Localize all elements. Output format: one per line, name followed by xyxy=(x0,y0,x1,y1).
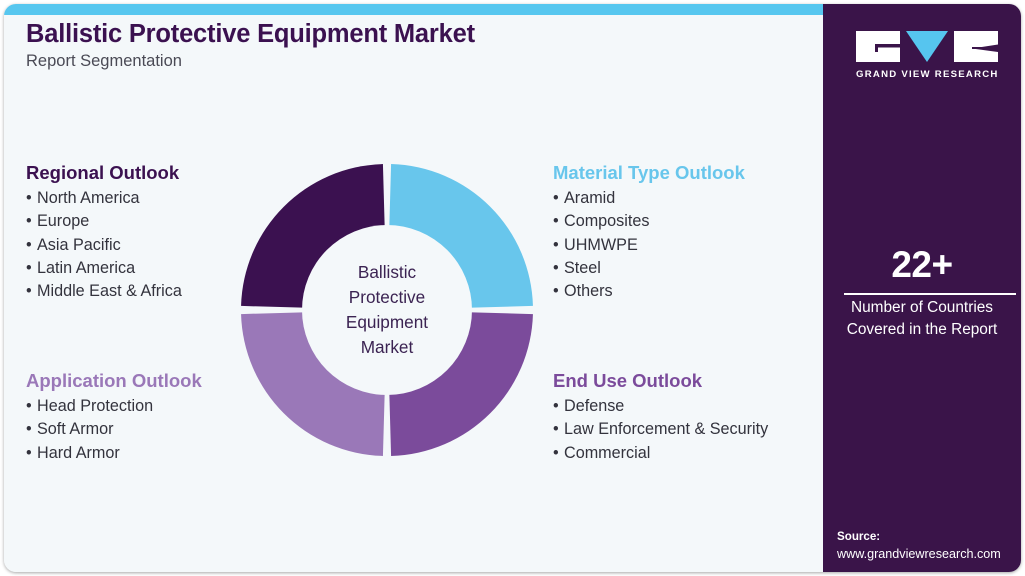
end-use-outlook-block: End Use Outlook Defense Law Enforcement … xyxy=(553,369,768,465)
gvr-logo-icon xyxy=(856,31,998,62)
list-item: Soft Armor xyxy=(26,418,202,441)
list-item: Latin America xyxy=(26,257,182,280)
donut-svg xyxy=(241,164,533,456)
report-card: Ballistic Protective Equipment Market Re… xyxy=(4,4,1021,572)
list-item: Aramid xyxy=(553,187,745,210)
list-item: Middle East & Africa xyxy=(26,280,182,303)
list-item: Hard Armor xyxy=(26,442,202,465)
regional-outlook-list: North America Europe Asia Pacific Latin … xyxy=(26,187,182,303)
material-type-outlook-heading: Material Type Outlook xyxy=(553,162,745,183)
page-title: Ballistic Protective Equipment Market xyxy=(26,20,475,48)
list-item: North America xyxy=(26,187,182,210)
page-subtitle: Report Segmentation xyxy=(26,52,182,70)
end-use-outlook-list: Defense Law Enforcement & Security Comme… xyxy=(553,395,768,465)
source-url[interactable]: www.grandviewresearch.com xyxy=(837,547,1001,561)
source-footer: Source: www.grandviewresearch.com xyxy=(837,528,1021,563)
list-item: Defense xyxy=(553,395,768,418)
list-item: Composites xyxy=(553,210,745,233)
material-type-outlook-block: Material Type Outlook Aramid Composites … xyxy=(553,161,745,303)
donut-hole xyxy=(302,225,472,395)
country-count-label-line1: Number of Countries xyxy=(851,299,993,316)
list-item: Europe xyxy=(26,210,182,233)
brand-name: GRAND VIEW RESEARCH xyxy=(856,69,999,80)
list-item: Commercial xyxy=(553,442,768,465)
application-outlook-list: Head Protection Soft Armor Hard Armor xyxy=(26,395,202,465)
list-item: Head Protection xyxy=(26,395,202,418)
grand-view-research-logo: GRAND VIEW RESEARCH xyxy=(856,31,998,80)
application-outlook-heading: Application Outlook xyxy=(26,370,202,391)
country-count-label: Number of Countries Covered in the Repor… xyxy=(823,297,1021,340)
stat-divider xyxy=(844,293,1016,295)
list-item: Law Enforcement & Security xyxy=(553,418,768,441)
material-type-outlook-list: Aramid Composites UHMWPE Steel Others xyxy=(553,187,745,303)
segmentation-donut-chart: Ballistic Protective Equipment Market xyxy=(241,164,533,456)
regional-outlook-block: Regional Outlook North America Europe As… xyxy=(26,161,182,303)
top-accent-bar xyxy=(4,4,823,15)
sidebar-panel: GRAND VIEW RESEARCH 22+ Number of Countr… xyxy=(823,4,1021,572)
country-count-value: 22+ xyxy=(891,244,953,285)
application-outlook-block: Application Outlook Head Protection Soft… xyxy=(26,369,202,465)
end-use-outlook-heading: End Use Outlook xyxy=(553,370,703,391)
list-item: UHMWPE xyxy=(553,234,745,257)
regional-outlook-heading: Regional Outlook xyxy=(26,162,180,183)
list-item: Others xyxy=(553,280,745,303)
country-count-label-line2: Covered in the Report xyxy=(846,320,998,338)
list-item: Asia Pacific xyxy=(26,234,182,257)
source-label: Source: xyxy=(837,530,881,543)
list-item: Steel xyxy=(553,257,745,280)
